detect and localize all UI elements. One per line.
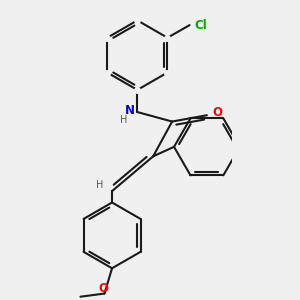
Text: H: H xyxy=(96,180,103,190)
Text: N: N xyxy=(125,104,135,117)
Text: H: H xyxy=(120,115,127,124)
Text: O: O xyxy=(212,106,222,118)
Text: O: O xyxy=(98,282,108,295)
Text: Cl: Cl xyxy=(195,19,207,32)
